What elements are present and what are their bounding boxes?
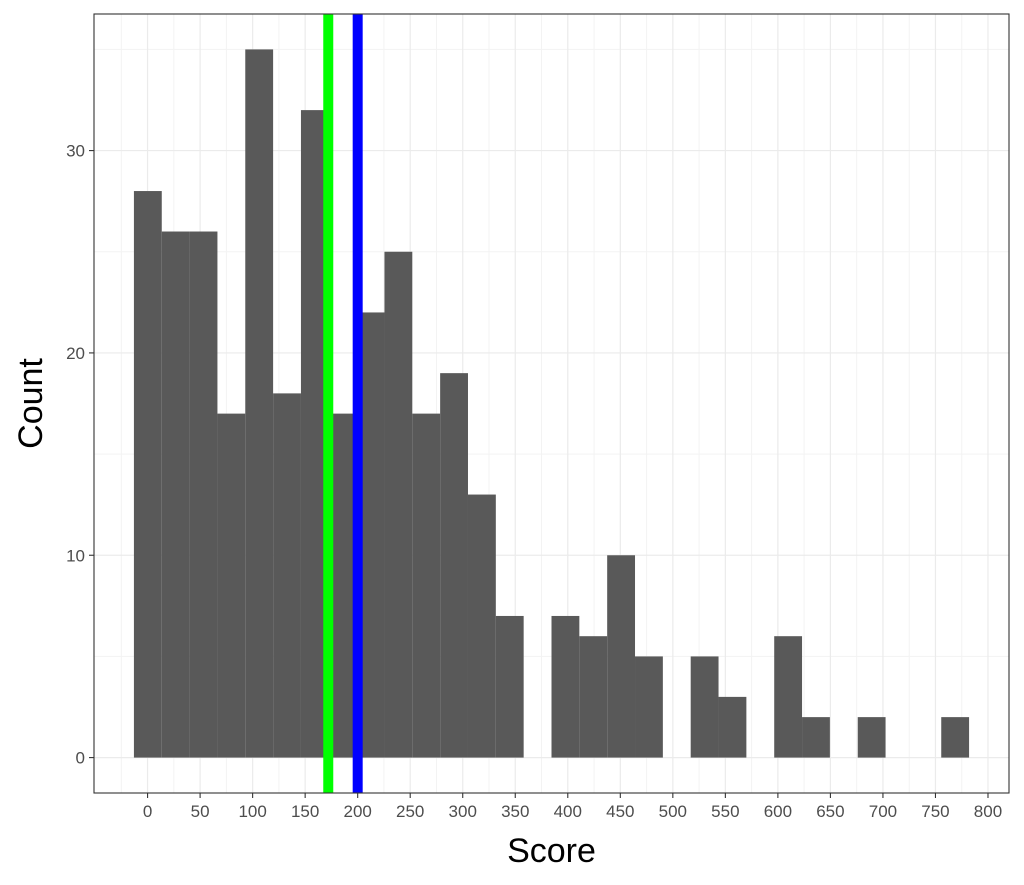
histogram-bar xyxy=(802,717,830,758)
histogram-bar xyxy=(718,696,747,758)
y-tick-label: 30 xyxy=(66,142,85,161)
y-tick-label: 10 xyxy=(66,546,85,565)
x-tick-label: 400 xyxy=(554,802,582,821)
histogram-bar xyxy=(412,413,441,758)
x-tick-label: 200 xyxy=(343,802,371,821)
x-tick-label: 250 xyxy=(396,802,424,821)
histogram-bar xyxy=(440,373,468,758)
histogram-bar xyxy=(774,636,803,758)
histogram-bar xyxy=(551,615,580,758)
histogram-bars xyxy=(133,49,970,758)
y-axis-title: Count xyxy=(12,358,50,449)
histogram-bar xyxy=(217,413,246,758)
x-tick-label: 50 xyxy=(191,802,210,821)
histogram-bar xyxy=(941,717,970,758)
histogram-bar xyxy=(328,413,357,758)
x-tick-label: 0 xyxy=(143,802,152,821)
histogram-bar xyxy=(133,191,162,758)
x-tick-label: 600 xyxy=(764,802,792,821)
y-axis-ticks: 0 10 20 30 xyxy=(66,142,94,768)
y-tick-label: 0 xyxy=(76,749,85,768)
histogram-bar xyxy=(690,656,719,758)
histogram-bar xyxy=(245,49,274,758)
x-tick-label: 650 xyxy=(816,802,844,821)
histogram-bar xyxy=(189,231,218,758)
histogram-bar xyxy=(607,555,636,758)
x-axis-title: Score xyxy=(507,832,596,870)
histogram-bar xyxy=(467,494,496,758)
histogram-bar xyxy=(384,251,413,758)
histogram-bar xyxy=(495,615,524,758)
x-tick-label: 550 xyxy=(711,802,739,821)
x-tick-label: 350 xyxy=(501,802,529,821)
histogram-bar xyxy=(579,636,608,758)
x-tick-label: 750 xyxy=(921,802,949,821)
x-tick-label: 700 xyxy=(869,802,897,821)
x-tick-label: 150 xyxy=(291,802,319,821)
panel-border xyxy=(93,13,1010,794)
x-tick-label: 500 xyxy=(659,802,687,821)
x-tick-label: 800 xyxy=(974,802,1002,821)
histogram-bar xyxy=(161,231,190,758)
reference-lines xyxy=(323,14,363,793)
x-tick-label: 300 xyxy=(449,802,477,821)
x-tick-label: 100 xyxy=(238,802,266,821)
histogram-bar xyxy=(635,656,663,758)
histogram-bar xyxy=(857,717,886,758)
histogram-bar xyxy=(273,393,301,758)
y-tick-label: 20 xyxy=(66,344,85,363)
x-tick-label: 450 xyxy=(606,802,634,821)
x-axis-ticks: 0 50 100 150 200 250 300 350 400 450 500 550 600 650 7… xyxy=(143,793,1002,821)
